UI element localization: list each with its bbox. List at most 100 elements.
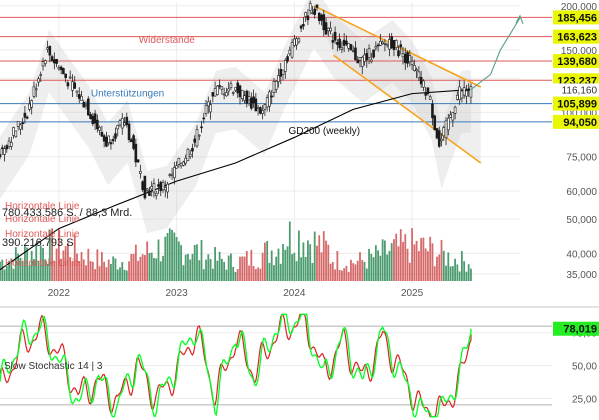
candle-body xyxy=(168,174,172,176)
level-label-text: 94,050 xyxy=(563,117,597,129)
candle-body xyxy=(173,167,176,179)
candle-body xyxy=(132,135,135,149)
volume-bar xyxy=(431,243,434,281)
candle-body xyxy=(46,47,49,50)
osc-tick-label: 50,00 xyxy=(572,362,597,373)
volume-bar xyxy=(180,245,183,281)
candle-body xyxy=(229,83,233,88)
candle-body xyxy=(143,175,147,199)
volume-bar xyxy=(100,252,103,281)
candle-body xyxy=(238,85,242,98)
volume-bar xyxy=(300,257,303,281)
volume-bar xyxy=(82,259,85,281)
volume-bar xyxy=(361,260,364,281)
candle-body xyxy=(43,60,47,64)
candle-body xyxy=(213,88,217,97)
candle-body xyxy=(245,90,249,104)
candle-body xyxy=(32,86,36,97)
volume-bar xyxy=(141,254,144,281)
candle-body xyxy=(363,54,366,62)
volume-bar xyxy=(277,248,280,281)
volume-bar xyxy=(372,257,375,281)
volume-bar xyxy=(51,228,53,281)
candle-body xyxy=(19,124,22,130)
candle-body xyxy=(82,102,86,108)
volume-bar xyxy=(85,265,87,281)
volume-bar xyxy=(365,268,368,281)
volume-bar xyxy=(374,245,377,281)
candle-body xyxy=(440,138,443,142)
volume-bar xyxy=(137,260,140,281)
candle-body xyxy=(163,187,167,191)
candle-body xyxy=(50,56,54,62)
volume-bar xyxy=(10,258,13,281)
candle-body xyxy=(433,115,437,130)
volume-bar xyxy=(411,228,413,281)
volume-bar xyxy=(134,244,137,281)
candle-body xyxy=(202,117,206,120)
volume-bar xyxy=(33,259,35,281)
candle-body xyxy=(336,42,339,45)
volume-bar xyxy=(157,239,160,281)
volume-bar xyxy=(302,242,305,281)
volume-bar xyxy=(404,234,407,281)
volume-bar xyxy=(313,231,316,281)
volume-bar xyxy=(225,269,228,281)
forecast-arrowhead xyxy=(515,14,524,24)
candle-body xyxy=(293,38,296,46)
candle-body xyxy=(148,190,151,196)
volume-bar xyxy=(282,244,284,281)
volume-bar xyxy=(245,250,248,281)
volume-bar xyxy=(243,256,246,281)
candle-body xyxy=(317,12,321,21)
volume-bar xyxy=(377,250,380,281)
volume-bar xyxy=(94,269,96,281)
candle-body xyxy=(184,157,187,164)
candle-body xyxy=(288,49,292,55)
candle-body xyxy=(437,130,441,147)
candle-body xyxy=(75,90,79,93)
candle-body xyxy=(170,173,174,176)
candle-body xyxy=(28,103,31,110)
candle-body xyxy=(376,44,380,47)
volume-bar xyxy=(252,266,255,281)
volume-bar xyxy=(132,253,135,281)
candle-body xyxy=(186,148,190,161)
volume-bar xyxy=(420,238,423,281)
candle-body xyxy=(48,45,52,56)
volume-bars xyxy=(0,221,472,281)
volume-bar xyxy=(53,260,56,281)
candle-body xyxy=(107,135,110,144)
oscillator-name-main: Slow Stochastic xyxy=(4,361,75,372)
candle-body xyxy=(444,120,448,139)
candle-body xyxy=(383,43,387,45)
candle-body xyxy=(89,114,92,119)
candle-body xyxy=(394,40,398,48)
volume-bar xyxy=(216,260,219,281)
oscillator-labels: 78,019 Slow Stochastic 14 | 3 xyxy=(4,321,599,372)
candle-body xyxy=(424,93,427,96)
candle-body xyxy=(252,96,255,104)
candle-body xyxy=(102,135,106,142)
volume-bar xyxy=(338,269,341,281)
osc-current-box xyxy=(553,321,599,336)
candle-body xyxy=(37,78,40,83)
candle-body xyxy=(304,12,307,17)
volume-bar xyxy=(451,266,454,281)
volume-bar xyxy=(297,230,300,281)
volume-bar xyxy=(202,269,205,281)
x-tick-label: 2024 xyxy=(283,288,306,299)
candle-body xyxy=(401,53,405,58)
candle-body xyxy=(399,44,403,48)
candle-body xyxy=(3,148,6,155)
candle-body xyxy=(123,122,126,126)
candle-body xyxy=(250,97,253,109)
volume-bar xyxy=(230,253,232,281)
volume-bar xyxy=(26,247,29,281)
candle-body xyxy=(157,184,160,187)
volume-bar xyxy=(436,256,438,281)
level-label-box xyxy=(553,96,599,111)
candle-body xyxy=(320,14,323,21)
candle-body xyxy=(453,106,457,114)
